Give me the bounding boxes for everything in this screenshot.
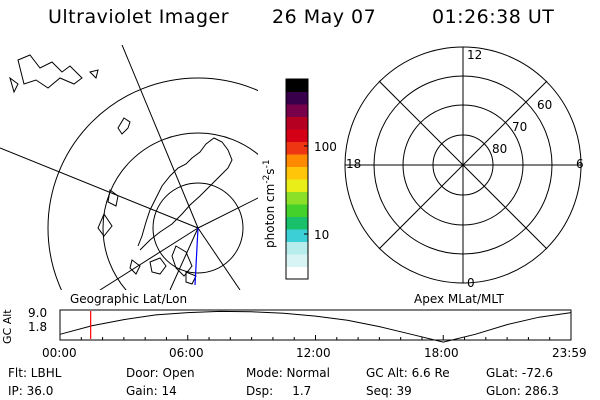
mlt-label-0: 0 [467, 276, 475, 290]
strip-xtick-1200: 12:00 [296, 346, 331, 360]
status-ip: IP: 36.0 [8, 384, 54, 398]
strip-xtick-0000: 00:00 [42, 346, 77, 360]
colorbar-cell [286, 104, 308, 117]
altitude-series-line [59, 310, 572, 343]
colorbar-cell [286, 191, 308, 205]
colorbar-cell [286, 116, 308, 130]
colorbar-cell [286, 166, 308, 180]
colorbar-cells [286, 79, 308, 280]
status-glat: GLat: -72.6 [486, 366, 553, 380]
time-label: 01:26:38 UT [432, 6, 555, 28]
colorbar-cell [286, 179, 308, 192]
strip-ytick-1-8: 1.8 [28, 320, 48, 334]
status-filter: Flt: LBHL [8, 366, 62, 380]
status-gain: Gain: 14 [126, 384, 177, 398]
date-label: 26 May 07 [272, 6, 377, 28]
status-gc-alt: GC Alt: 6.6 Re [366, 366, 450, 380]
status-mode: Mode: Normal [246, 366, 330, 380]
mlt-label-18: 18 [346, 157, 362, 171]
colorbar-cell [286, 141, 308, 155]
colorbar [285, 78, 309, 280]
colorbar-cell [286, 229, 308, 242]
colorbar-tick-100: 100 [314, 140, 337, 154]
status-dsp: Dsp: 1.7 [246, 384, 312, 398]
strip-axis-label: GC Alt [1, 309, 14, 344]
strip-xtick-2359: 23:59 [552, 346, 587, 360]
colorbar-cell [286, 154, 308, 167]
strip-ytick-9: 9.0 [28, 306, 48, 320]
colorbar-cell [286, 266, 308, 280]
colorbar-cell [286, 216, 308, 230]
colorbar-cell [286, 91, 308, 105]
colorbar-cell [286, 241, 308, 255]
polar-panel-label: Apex MLat/MLT [414, 292, 504, 306]
instrument-title: Ultraviolet Imager [48, 6, 230, 28]
status-seq: Seq: 39 [366, 384, 412, 398]
coastline [9, 54, 233, 285]
mlt-label-12: 12 [467, 48, 483, 62]
colorbar-cell [286, 129, 308, 142]
strip-xtick-1800: 18:00 [424, 346, 459, 360]
strip-xtick-0600: 06:00 [169, 346, 204, 360]
colorbar-cell [286, 254, 308, 267]
strip-ticks [59, 335, 572, 340]
status-door: Door: Open [126, 366, 195, 380]
mlat-label-70: 70 [512, 120, 528, 134]
mlat-label-80: 80 [492, 142, 508, 156]
mlt-label-6: 6 [576, 157, 584, 171]
status-glon: GLon: 286.3 [486, 384, 559, 398]
colorbar-cell [286, 79, 308, 92]
footpoint-trace [194, 227, 199, 286]
mlat-label-60: 60 [537, 98, 553, 112]
colorbar-tick-10: 10 [314, 228, 330, 242]
colorbar-cell [286, 204, 308, 217]
geo-panel-label: Geographic Lat/Lon [70, 292, 188, 306]
geo-grid [0, 45, 258, 290]
